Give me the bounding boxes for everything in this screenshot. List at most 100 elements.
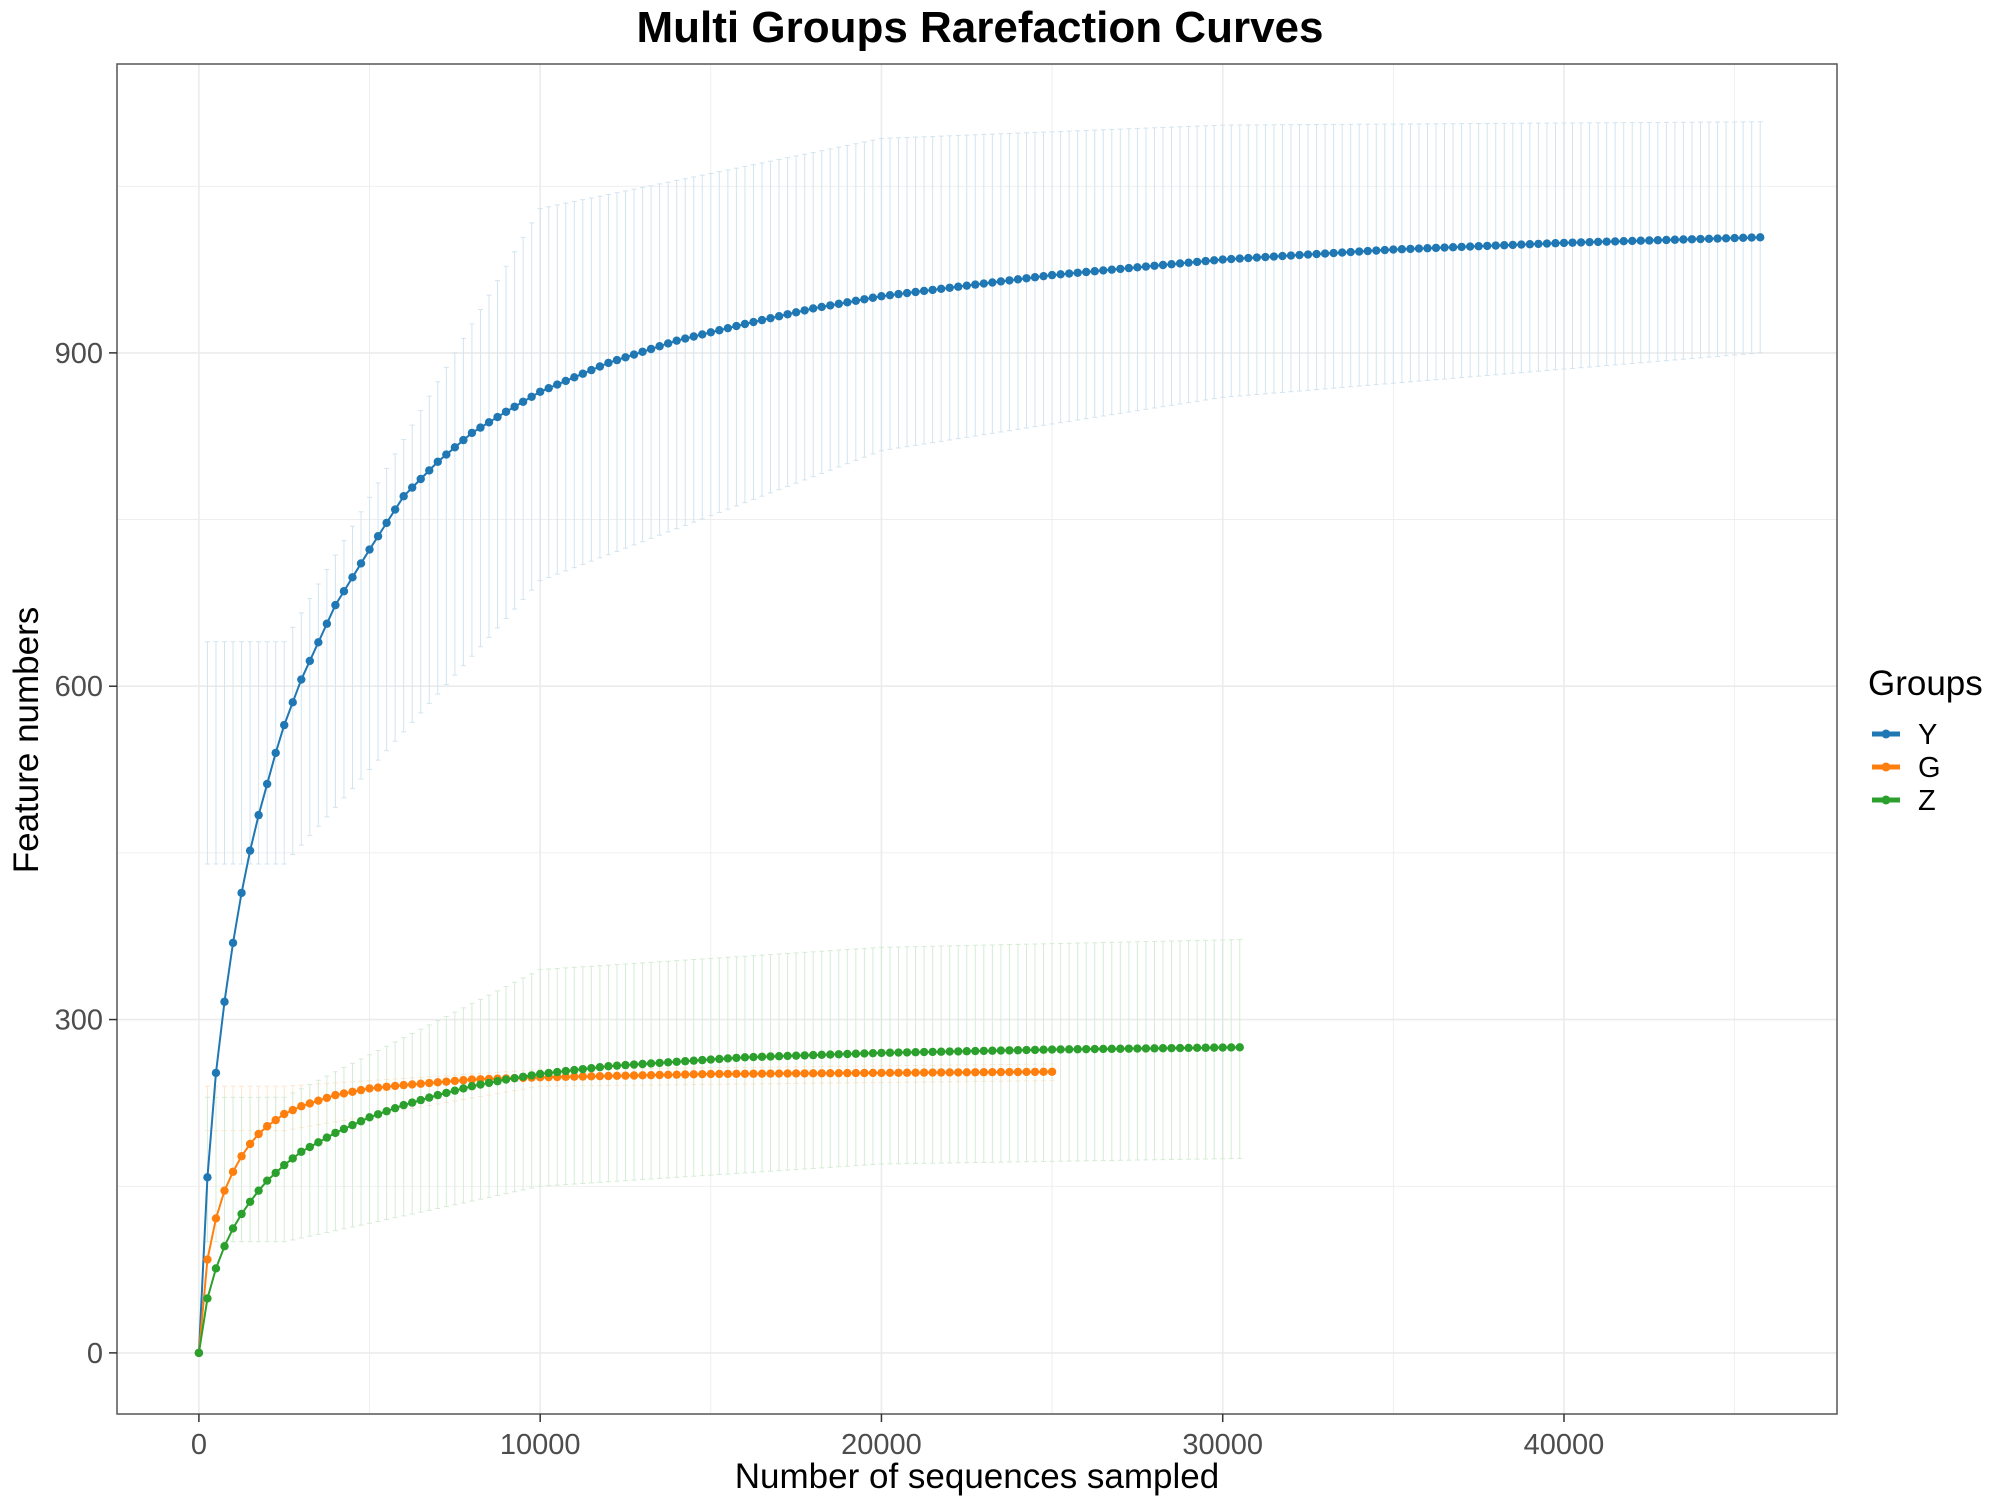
data-point (1474, 242, 1483, 251)
data-point (467, 428, 477, 438)
data-point (1329, 248, 1338, 258)
data-point (646, 1059, 656, 1068)
data-point (1158, 1044, 1168, 1053)
data-point (681, 334, 690, 343)
data-point (544, 1068, 553, 1078)
data-point (1116, 1044, 1125, 1053)
data-point (928, 1068, 937, 1077)
data-point (868, 1048, 878, 1058)
data-point (706, 1055, 716, 1064)
data-point (1107, 1044, 1117, 1054)
data-point (220, 997, 229, 1006)
plot-background (117, 64, 1837, 1414)
data-point (587, 1072, 596, 1081)
data-point (570, 373, 579, 382)
data-point (399, 492, 408, 501)
data-point (450, 1076, 460, 1086)
data-point (1525, 240, 1535, 249)
series-points-Y (194, 233, 1765, 1358)
data-point (868, 293, 878, 302)
data-point (1209, 1043, 1219, 1052)
data-point (254, 1186, 263, 1195)
data-point (954, 1047, 963, 1056)
data-point (612, 355, 622, 365)
data-point (629, 350, 639, 359)
data-point (305, 1099, 315, 1108)
data-point (1261, 252, 1270, 262)
data-point (1039, 1067, 1048, 1077)
data-point (1312, 249, 1321, 259)
data-point (791, 1051, 801, 1060)
data-point (817, 1069, 826, 1078)
data-point (211, 1214, 221, 1223)
legend-label: Y (1918, 719, 1937, 751)
data-point (646, 1070, 656, 1080)
data-point (237, 888, 246, 898)
data-point (1278, 251, 1287, 261)
data-point (1756, 233, 1765, 242)
data-point (1167, 1043, 1176, 1053)
data-point (1107, 265, 1117, 274)
data-point (1414, 244, 1424, 253)
data-point (928, 1047, 937, 1057)
data-point (638, 1059, 647, 1069)
data-point (826, 1069, 835, 1078)
data-point (1090, 267, 1099, 276)
data-point (894, 289, 903, 299)
data-point (706, 328, 716, 337)
data-point (1192, 1043, 1202, 1053)
data-point (442, 1088, 451, 1098)
data-point (1030, 273, 1040, 282)
data-point (561, 1072, 570, 1082)
data-point (314, 1096, 323, 1105)
data-point (1047, 270, 1057, 280)
data-point (356, 1117, 366, 1126)
data-point (954, 1068, 963, 1077)
legend-item-Z: Z (1872, 785, 1936, 817)
data-point (851, 1049, 861, 1058)
data-point (774, 1069, 784, 1078)
data-point (399, 1080, 408, 1090)
x-axis-title: Number of sequences sampled (735, 1457, 1219, 1496)
data-point (1346, 247, 1355, 257)
data-point (971, 280, 980, 289)
data-point (860, 1049, 869, 1058)
data-point (1209, 256, 1219, 265)
data-point (280, 720, 289, 730)
data-point (220, 1242, 229, 1251)
data-point (331, 600, 340, 610)
data-point (860, 1068, 869, 1078)
data-point (331, 1090, 340, 1100)
data-point (919, 286, 929, 296)
data-point (740, 319, 750, 329)
legend-title: Groups (1868, 664, 1983, 703)
data-point (339, 1089, 349, 1098)
data-point (416, 474, 425, 484)
data-point (1721, 234, 1731, 243)
data-point (1218, 255, 1227, 264)
data-point (476, 423, 485, 432)
data-point (1056, 1045, 1065, 1054)
data-point (510, 402, 519, 411)
data-point (322, 619, 332, 628)
data-point (868, 1068, 878, 1078)
data-point (698, 330, 707, 339)
data-point (262, 1122, 272, 1131)
data-point (356, 1085, 366, 1095)
data-point (271, 1115, 280, 1125)
axes: 0 10000 20000 30000 40000 0 300 600 900 (55, 338, 1605, 1461)
data-point (783, 310, 792, 319)
data-point (1662, 235, 1671, 245)
data-point (459, 1076, 468, 1085)
data-point (894, 1048, 903, 1057)
data-point (339, 587, 349, 596)
legend: Groups YGZ (1868, 664, 1983, 817)
data-point (612, 1071, 622, 1081)
data-point (356, 559, 366, 568)
data-point (288, 1105, 297, 1115)
data-point (1064, 269, 1074, 278)
data-point (689, 1070, 698, 1079)
data-point (646, 344, 656, 354)
data-point (1235, 254, 1244, 263)
data-point (723, 1069, 733, 1079)
